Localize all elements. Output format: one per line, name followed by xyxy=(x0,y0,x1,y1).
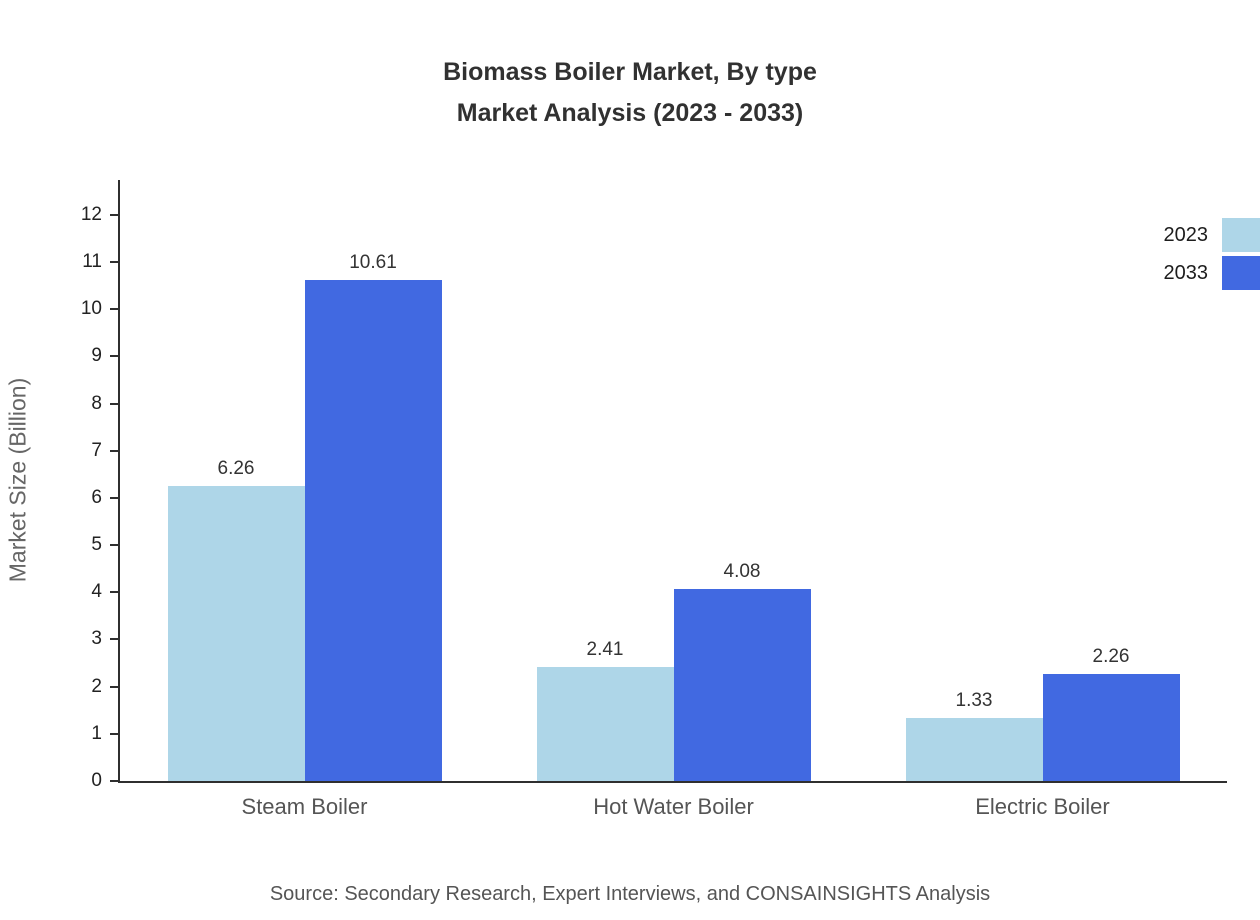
y-tick-label: 9 xyxy=(91,345,102,367)
chart-title-line1: Biomass Boiler Market, By type xyxy=(443,58,817,86)
legend-swatch xyxy=(1222,256,1260,290)
y-tick-mark xyxy=(110,544,118,547)
y-tick-mark xyxy=(110,638,118,641)
y-axis-title: Market Size (Billion) xyxy=(4,377,31,583)
y-tick-label: 12 xyxy=(80,203,102,225)
y-tick-label: 2 xyxy=(91,675,102,697)
legend-label: 2023 xyxy=(1163,223,1209,246)
y-tick-mark xyxy=(110,496,118,499)
y-tick-mark xyxy=(110,732,118,735)
bar-value-label: 4.08 xyxy=(723,560,761,582)
bar-value-label: 6.26 xyxy=(217,457,255,479)
bar-value-label: 10.61 xyxy=(349,252,397,274)
y-tick-label: 8 xyxy=(91,392,102,414)
legend-swatch xyxy=(1222,218,1260,252)
y-tick-mark xyxy=(110,213,118,216)
y-tick-label: 11 xyxy=(82,251,102,273)
y-tick-label: 5 xyxy=(91,534,102,556)
bar-group: 2.41 4.08 Hot Water Boiler xyxy=(489,180,858,819)
chart-title: Biomass Boiler Market, By type Market An… xyxy=(0,52,1260,134)
bar-2023-hot-water-boiler xyxy=(536,667,674,781)
legend: 2023 2033 xyxy=(1164,218,1260,290)
y-tick-mark xyxy=(110,685,118,688)
bar-group: 6.26 10.61 Steam Boiler xyxy=(120,180,489,819)
bar-2033-hot-water-boiler xyxy=(673,588,811,781)
y-tick-label: 0 xyxy=(91,770,102,791)
y-tick-label: 3 xyxy=(91,628,102,650)
bar-2023-steam-boiler xyxy=(167,485,305,781)
legend-item-2033: 2033 xyxy=(1164,256,1260,290)
x-category-label: Hot Water Boiler xyxy=(593,794,754,819)
y-tick-label: 1 xyxy=(91,722,102,744)
y-tick-mark xyxy=(110,261,118,264)
y-tick-mark xyxy=(110,308,118,311)
y-tick-mark xyxy=(110,402,118,405)
y-tick-label: 6 xyxy=(91,486,102,508)
y-tick-mark xyxy=(110,355,118,358)
bar-group: 1.33 2.26 Electric Boiler xyxy=(858,180,1227,819)
bar-value-label: 1.33 xyxy=(955,690,993,712)
x-category-label: Electric Boiler xyxy=(975,794,1110,819)
y-tick-mark xyxy=(110,780,118,782)
bar-2033-steam-boiler xyxy=(304,280,442,781)
plot-area: 0 1 2 3 4 5 6 7 8 9 10 11 12 6.26 10.61 Steam Boiler 2.4… xyxy=(81,180,1227,819)
bar-2023-electric-boiler xyxy=(905,718,1043,781)
legend-item-2023: 2023 xyxy=(1164,218,1260,252)
y-tick-label: 4 xyxy=(91,581,102,603)
bar-value-label: 2.41 xyxy=(586,639,624,661)
y-tick-label: 10 xyxy=(80,298,102,320)
y-tick-mark xyxy=(110,449,118,452)
chart-title-line2: Market Analysis (2023 - 2033) xyxy=(456,99,804,127)
x-category-label: Steam Boiler xyxy=(241,794,368,819)
bar-value-label: 2.26 xyxy=(1092,646,1130,668)
bar-2033-electric-boiler xyxy=(1042,674,1180,781)
legend-label: 2033 xyxy=(1163,261,1209,284)
source-note: Source: Secondary Research, Expert Inter… xyxy=(269,883,991,905)
y-tick-mark xyxy=(110,591,118,594)
y-tick-label: 7 xyxy=(91,439,102,461)
